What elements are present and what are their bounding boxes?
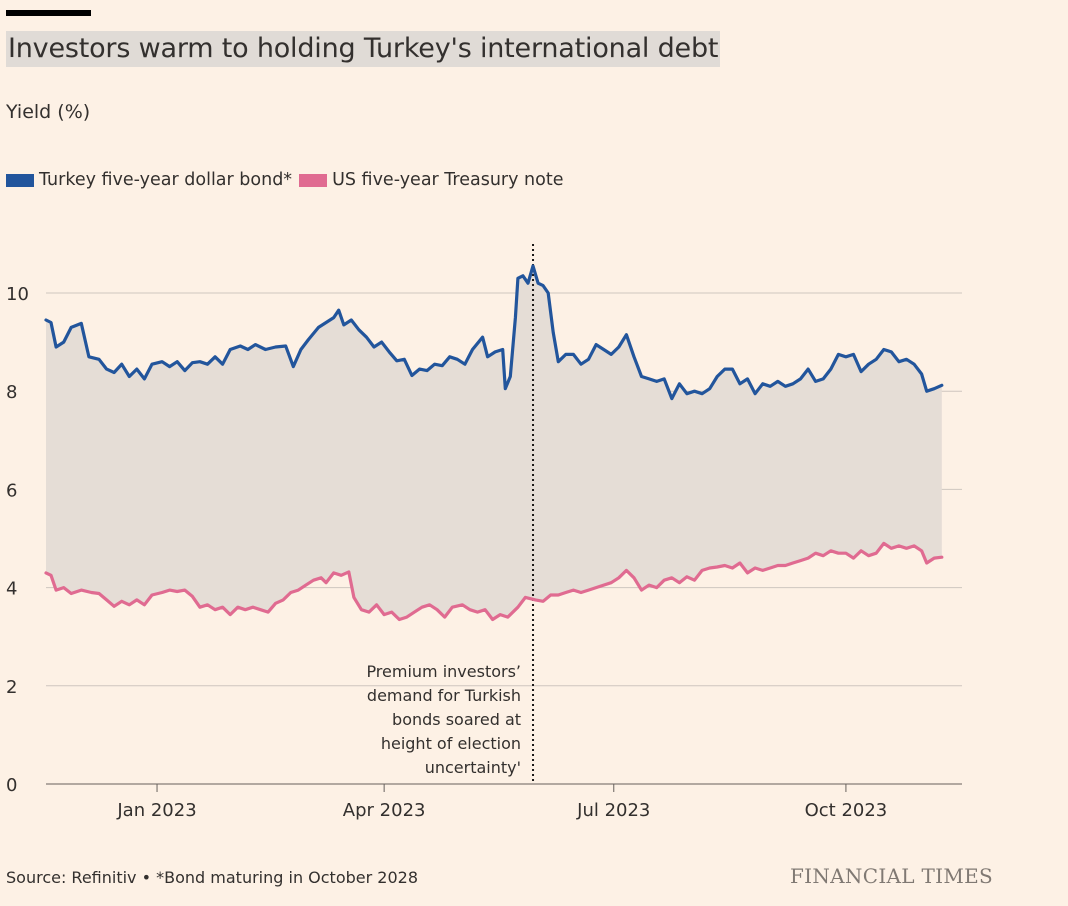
- legend-item-us: US five-year Treasury note: [299, 170, 563, 190]
- y-tick-label: 6: [6, 480, 17, 501]
- annotation-text: demand for Turkish: [367, 686, 521, 705]
- y-tick-label: 0: [6, 775, 17, 796]
- annotation-text: bonds soared at: [392, 710, 521, 729]
- x-tick-label: Jan 2023: [116, 800, 196, 821]
- header-accent-bar: [6, 10, 91, 16]
- legend-item-turkey: Turkey five-year dollar bond*: [6, 170, 292, 190]
- annotation-text: Premium investors’: [366, 662, 521, 681]
- spread-area: [46, 266, 942, 620]
- y-tick-label: 2: [6, 677, 17, 698]
- x-tick-label: Apr 2023: [343, 800, 426, 821]
- annotation-text: height of election: [381, 734, 521, 753]
- y-tick-label: 10: [6, 284, 29, 305]
- legend-swatch-turkey: [6, 173, 34, 187]
- x-tick-label: Oct 2023: [805, 800, 888, 821]
- annotation-text: uncertainty': [425, 758, 521, 777]
- turkey-bond-line: [44, 264, 944, 401]
- us-treasury-line: [44, 541, 944, 622]
- y-tick-label: 4: [6, 579, 17, 600]
- chart-title: Investors warm to holding Turkey's inter…: [6, 31, 721, 67]
- legend-label-us: US five-year Treasury note: [332, 170, 564, 190]
- publisher-logo: FINANCIAL TIMES: [790, 864, 994, 888]
- chart-subtitle: Yield (%): [6, 101, 91, 123]
- source-note: Source: Refinitiv • *Bond maturing in Oc…: [6, 868, 418, 887]
- legend-swatch-us: [299, 173, 328, 187]
- legend-label-turkey: Turkey five-year dollar bond*: [39, 170, 293, 190]
- y-tick-label: 8: [6, 382, 17, 403]
- legend: Turkey five-year dollar bond* US five-ye…: [6, 170, 570, 190]
- x-tick-label: Jul 2023: [576, 800, 650, 821]
